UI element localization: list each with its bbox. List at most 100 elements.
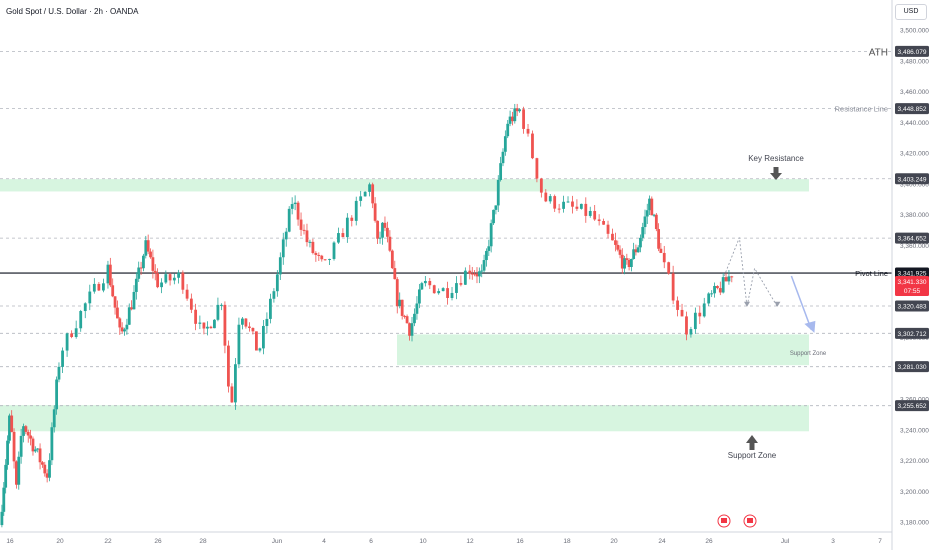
candle-body — [31, 438, 35, 452]
candle-body — [393, 268, 397, 280]
x-tick-label: 16 — [516, 538, 524, 545]
candle-body — [113, 296, 117, 308]
candle-body — [614, 240, 617, 245]
candle-body — [494, 205, 498, 210]
candle-body — [371, 184, 375, 204]
candle-body — [345, 217, 349, 238]
price-label: 3,320.483 — [898, 304, 927, 311]
support-zone-label: Support Zone — [790, 351, 827, 357]
candle-body — [470, 273, 474, 275]
candle-body — [29, 435, 32, 439]
candle-body — [641, 227, 645, 238]
candle-body — [671, 273, 675, 301]
candle-body — [557, 208, 561, 210]
candle-body — [177, 272, 180, 278]
candle-body — [388, 236, 392, 251]
candle-body — [83, 303, 87, 312]
candle-body — [475, 273, 479, 277]
y-tick-label: 3,420.000 — [900, 151, 929, 158]
candle-body — [132, 291, 136, 310]
candle-body — [24, 426, 28, 432]
candle-body — [477, 271, 481, 277]
x-tick-label: 3 — [831, 538, 835, 545]
projection-arrow-head — [804, 320, 816, 333]
price-label: 3,364.652 — [898, 236, 927, 243]
key-resistance-arrow-shaft — [773, 167, 779, 173]
candle-body — [707, 293, 711, 304]
y-tick-label: 3,500.000 — [900, 28, 929, 35]
candle-body — [501, 151, 505, 164]
y-tick-label: 3,240.000 — [900, 427, 929, 434]
candle-body — [142, 255, 145, 269]
countdown-label: 07:55 — [904, 288, 921, 295]
price-label: 3,281.030 — [898, 364, 927, 371]
candle-body — [623, 258, 626, 269]
candle-body — [432, 285, 436, 294]
y-tick-label: 3,460.000 — [900, 89, 929, 96]
candle-body — [251, 327, 255, 332]
candle-body — [618, 249, 622, 255]
candle-body — [602, 221, 605, 225]
candle-body — [209, 326, 213, 329]
candle-body — [272, 291, 276, 299]
candle-body — [287, 208, 291, 232]
price-label: 3,403.249 — [898, 176, 927, 183]
candle-body — [455, 283, 458, 293]
candle-body — [123, 329, 126, 332]
candle-body — [413, 313, 416, 324]
x-tick-label: 4 — [322, 538, 326, 545]
candle-body — [446, 288, 449, 298]
candle-body — [181, 272, 185, 290]
candle-body — [363, 191, 367, 197]
candle-body — [650, 198, 654, 216]
candle-body — [149, 251, 152, 258]
candle-body — [156, 273, 160, 288]
candle-body — [562, 201, 565, 209]
price-label: 3,255.652 — [898, 403, 927, 410]
candle-body — [2, 487, 6, 512]
candle-body — [151, 257, 155, 271]
x-tick-label: 24 — [658, 538, 666, 545]
current-price-box — [895, 275, 929, 296]
candle-body — [337, 233, 340, 243]
candle-body — [657, 229, 661, 249]
candle-body — [383, 222, 387, 228]
candle-body — [45, 473, 49, 478]
candle-body — [299, 219, 303, 230]
candle-body — [390, 250, 394, 269]
candle-body — [702, 303, 706, 317]
candle-body — [652, 214, 656, 216]
candle-body — [164, 274, 168, 283]
price-label: 3,486.079 — [898, 49, 927, 56]
candles-layer — [0, 103, 734, 528]
candle-body — [88, 291, 92, 304]
currency-button[interactable]: USD — [895, 4, 927, 20]
candle-body — [566, 201, 570, 203]
candle-body — [296, 202, 300, 220]
candle-body — [511, 116, 514, 122]
candle-body — [513, 108, 517, 122]
candle-body — [237, 324, 241, 365]
candle-body — [398, 299, 402, 307]
candle-body — [227, 345, 230, 387]
candle-body — [625, 258, 629, 260]
candle-body — [730, 276, 734, 278]
candle-body — [632, 249, 636, 260]
candle-body — [539, 178, 543, 193]
candle-body — [8, 415, 11, 441]
candle-body — [473, 273, 477, 275]
projection-layer — [723, 237, 816, 333]
candle-body — [278, 257, 282, 275]
candle-body — [328, 258, 331, 260]
x-tick-label: 7 — [878, 538, 882, 545]
key-resistance-label: Key Resistance — [748, 154, 804, 163]
candle-body — [584, 203, 588, 216]
candle-body — [408, 323, 411, 336]
support-zone-bottom-label: Support Zone — [728, 451, 777, 460]
candle-body — [718, 288, 722, 293]
candle-body — [223, 304, 227, 346]
y-tick-label: 3,180.000 — [900, 520, 929, 527]
candle-body — [153, 270, 157, 274]
candle-body — [531, 133, 534, 159]
candle-body — [616, 244, 620, 250]
